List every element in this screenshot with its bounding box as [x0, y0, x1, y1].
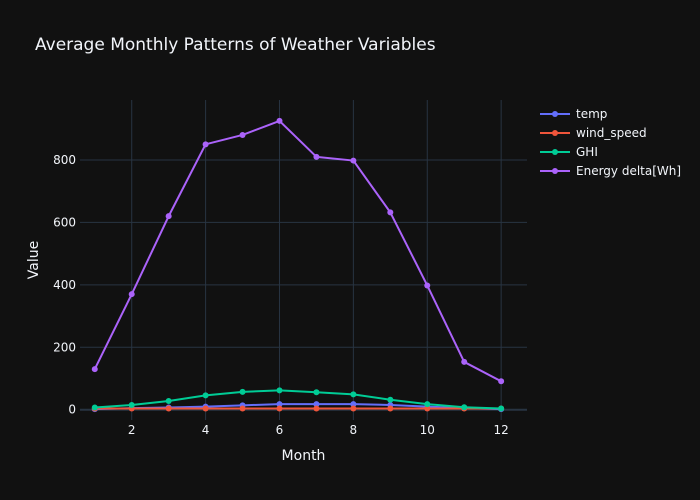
- data-point[interactable]: [461, 404, 468, 411]
- data-point[interactable]: [387, 396, 394, 403]
- y-axis-title: Value: [26, 241, 42, 279]
- data-point[interactable]: [313, 389, 320, 396]
- legend-item[interactable]: temp: [540, 107, 607, 121]
- x-tick-label: 4: [202, 423, 210, 437]
- x-tick-label: 12: [493, 423, 508, 437]
- series-group: [91, 117, 505, 413]
- data-point[interactable]: [424, 282, 431, 289]
- data-point[interactable]: [313, 401, 320, 408]
- data-point[interactable]: [165, 213, 172, 220]
- legend-item[interactable]: Energy delta[Wh]: [540, 164, 681, 178]
- x-tick-label: 8: [350, 423, 358, 437]
- data-point[interactable]: [276, 387, 283, 394]
- data-point[interactable]: [276, 401, 283, 408]
- y-tick-label: 600: [53, 215, 76, 229]
- legend-swatch-marker: [552, 149, 558, 155]
- data-point[interactable]: [387, 405, 394, 412]
- x-tick-labels: 2 4 6 8 10 12: [128, 423, 509, 437]
- legend-label: temp: [576, 107, 607, 121]
- y-tick-label: 200: [53, 340, 76, 354]
- data-point[interactable]: [498, 405, 505, 412]
- grid: [80, 100, 527, 420]
- data-point[interactable]: [350, 401, 357, 408]
- series-2: [91, 387, 505, 412]
- data-point[interactable]: [239, 388, 246, 395]
- x-axis-title: Month: [282, 448, 326, 464]
- data-point[interactable]: [239, 405, 246, 412]
- data-point[interactable]: [424, 405, 431, 412]
- series-line: [93, 119, 502, 383]
- data-point[interactable]: [165, 405, 172, 412]
- data-point[interactable]: [202, 392, 209, 399]
- data-point[interactable]: [350, 157, 357, 164]
- x-tick-label: 6: [276, 423, 284, 437]
- series-3: [91, 117, 505, 385]
- data-point[interactable]: [350, 405, 357, 412]
- data-point[interactable]: [128, 291, 135, 298]
- data-point[interactable]: [350, 391, 357, 398]
- data-point[interactable]: [498, 378, 505, 385]
- data-point[interactable]: [313, 405, 320, 412]
- legend-swatch-marker: [552, 168, 558, 174]
- data-point[interactable]: [91, 404, 98, 411]
- legend[interactable]: temp wind_speed GHI Energy delta[Wh]: [540, 107, 681, 178]
- chart-title: Average Monthly Patterns of Weather Vari…: [35, 35, 436, 55]
- data-point[interactable]: [387, 209, 394, 216]
- data-point[interactable]: [202, 141, 209, 148]
- data-point[interactable]: [202, 405, 209, 412]
- data-point[interactable]: [165, 397, 172, 404]
- data-point[interactable]: [424, 401, 431, 408]
- legend-item[interactable]: wind_speed: [540, 126, 647, 140]
- series-line: [94, 389, 502, 410]
- y-tick-labels: 0 200 400 600 800: [53, 153, 76, 417]
- data-point[interactable]: [313, 153, 320, 160]
- y-tick-label: 400: [53, 278, 76, 292]
- legend-swatch-marker: [552, 111, 558, 117]
- legend-swatch-marker: [552, 130, 558, 136]
- data-point[interactable]: [91, 366, 98, 373]
- data-point[interactable]: [276, 117, 283, 124]
- series-1: [91, 405, 505, 412]
- legend-label: GHI: [576, 145, 598, 159]
- x-tick-label: 10: [420, 423, 435, 437]
- data-point[interactable]: [461, 358, 468, 365]
- x-tick-label: 2: [128, 423, 136, 437]
- data-point[interactable]: [128, 402, 135, 409]
- legend-label: Energy delta[Wh]: [576, 164, 681, 178]
- data-point[interactable]: [276, 405, 283, 412]
- y-tick-label: 0: [68, 403, 76, 417]
- y-tick-label: 800: [53, 153, 76, 167]
- data-point[interactable]: [239, 131, 246, 138]
- legend-item[interactable]: GHI: [540, 145, 598, 159]
- legend-label: wind_speed: [576, 126, 647, 140]
